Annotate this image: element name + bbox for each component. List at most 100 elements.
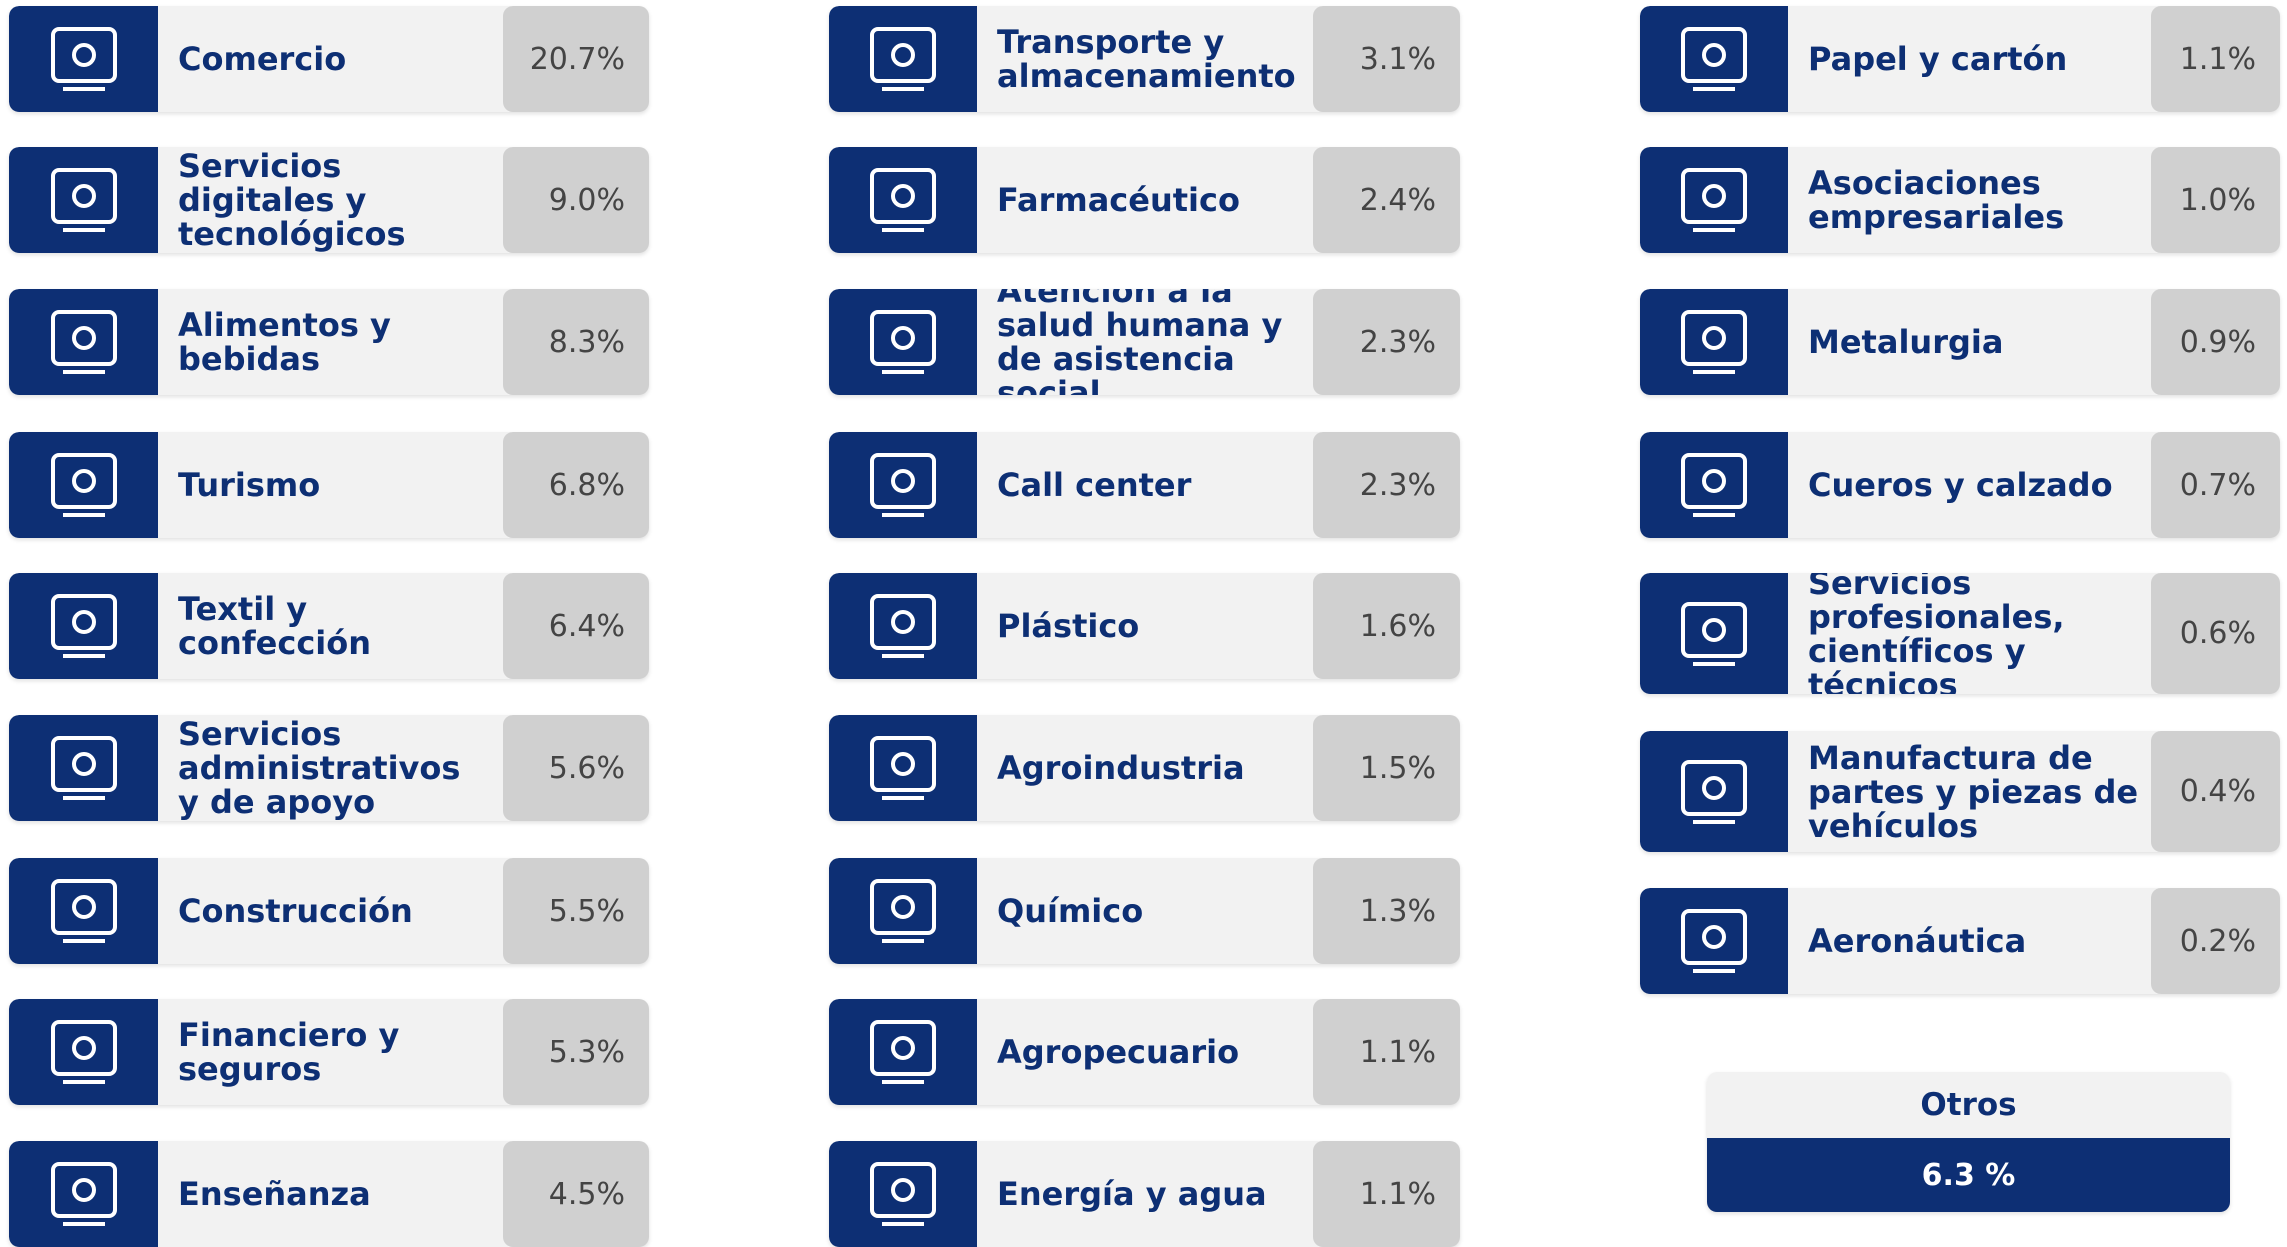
sector-card: Alimentos y bebidas 8.3%	[9, 289, 649, 395]
sector-value: 5.6%	[503, 715, 649, 821]
icon	[50, 1020, 117, 1084]
sector-icon	[1640, 147, 1788, 253]
sector-value: 9.0%	[503, 147, 649, 253]
icon	[870, 27, 936, 91]
sector-card: Servicios administrativos y de apoyo 5.6%	[9, 715, 649, 821]
icon	[870, 1020, 936, 1084]
sector-value: 6.4%	[503, 573, 649, 679]
icon	[50, 736, 117, 800]
sector-icon	[9, 289, 158, 395]
sector-card: Servicios digitales y tecnológicos 9.0%	[9, 147, 649, 253]
icon	[1681, 909, 1747, 973]
sector-label: Asociaciones empresariales	[1788, 147, 2159, 253]
sector-icon	[829, 6, 977, 112]
sector-value: 8.3%	[503, 289, 649, 395]
otros-card: Otros 6.3 %	[1707, 1072, 2230, 1212]
sector-value: 0.7%	[2151, 432, 2280, 538]
sector-value: 1.1%	[1313, 1141, 1460, 1247]
sector-card: Turismo 6.8%	[9, 432, 649, 538]
icon	[50, 27, 117, 91]
sector-label: Químico	[977, 858, 1321, 964]
icon	[1681, 601, 1747, 666]
sector-card: Comercio 20.7%	[9, 6, 649, 112]
sector-label: Turismo	[158, 432, 511, 538]
sector-icon	[1640, 888, 1788, 994]
icon	[50, 310, 117, 374]
sector-icon	[9, 858, 158, 964]
sector-card: Call center 2.3%	[829, 432, 1460, 538]
sector-card: Construcción 5.5%	[9, 858, 649, 964]
icon	[870, 310, 936, 374]
sector-label: Agropecuario	[977, 999, 1321, 1105]
sector-card: Químico 1.3%	[829, 858, 1460, 964]
sector-label: Metalurgia	[1788, 289, 2159, 395]
icon	[870, 879, 936, 943]
sector-label: Papel y cartón	[1788, 6, 2159, 112]
sector-value: 0.6%	[2151, 573, 2280, 694]
icon	[1681, 759, 1747, 824]
sector-icon	[1640, 6, 1788, 112]
sector-icon	[829, 573, 977, 679]
otros-value: 6.3 %	[1707, 1138, 2230, 1212]
sector-card: Servicios profesionales, científicos y t…	[1640, 573, 2280, 694]
sector-value: 0.4%	[2151, 731, 2280, 852]
sector-value: 1.1%	[2151, 6, 2280, 112]
sector-icon	[9, 573, 158, 679]
icon	[50, 594, 117, 658]
icon	[50, 453, 117, 517]
icon	[870, 594, 936, 658]
icon	[50, 879, 117, 943]
sector-value: 0.9%	[2151, 289, 2280, 395]
icon	[870, 453, 936, 517]
sector-label: Manufactura de partes y piezas de vehícu…	[1788, 731, 2159, 852]
sector-label: Financiero y seguros	[158, 999, 511, 1105]
sector-card: Energía y agua 1.1%	[829, 1141, 1460, 1247]
sector-card: Farmacéutico 2.4%	[829, 147, 1460, 253]
icon	[1681, 453, 1747, 517]
sector-label: Plástico	[977, 573, 1321, 679]
icon	[1681, 310, 1747, 374]
sector-card: Aeronáutica 0.2%	[1640, 888, 2280, 994]
sector-icon	[829, 715, 977, 821]
icon	[50, 1162, 117, 1226]
sector-label: Construcción	[158, 858, 511, 964]
sector-label: Agroindustria	[977, 715, 1321, 821]
sector-value: 1.6%	[1313, 573, 1460, 679]
sector-value: 3.1%	[1313, 6, 1460, 112]
sector-icon	[829, 289, 977, 395]
sector-card: Papel y cartón 1.1%	[1640, 6, 2280, 112]
sector-value: 1.5%	[1313, 715, 1460, 821]
sector-icon	[9, 6, 158, 112]
sector-icon	[829, 432, 977, 538]
icon	[50, 168, 117, 232]
sector-label: Energía y agua	[977, 1141, 1321, 1247]
sector-label: Servicios administrativos y de apoyo	[158, 715, 511, 821]
sector-card: Atención a la salud humana y de asistenc…	[829, 289, 1460, 395]
sector-value: 5.3%	[503, 999, 649, 1105]
sector-icon	[1640, 573, 1788, 694]
otros-label: Otros	[1707, 1072, 2230, 1138]
sector-card: Agroindustria 1.5%	[829, 715, 1460, 821]
sector-label: Servicios profesionales, científicos y t…	[1788, 573, 2159, 694]
sector-icon	[9, 999, 158, 1105]
sector-icon	[9, 1141, 158, 1247]
sector-card: Transporte y almacenamiento 3.1%	[829, 6, 1460, 112]
icon	[870, 736, 936, 800]
sector-icon	[1640, 432, 1788, 538]
sector-label: Call center	[977, 432, 1321, 538]
sector-value: 4.5%	[503, 1141, 649, 1247]
sector-label: Textil y confección	[158, 573, 511, 679]
sector-card: Cueros y calzado 0.7%	[1640, 432, 2280, 538]
sector-icon	[9, 715, 158, 821]
sector-icon	[9, 147, 158, 253]
sector-card: Enseñanza 4.5%	[9, 1141, 649, 1247]
sector-value: 20.7%	[503, 6, 649, 112]
icon	[870, 1162, 936, 1226]
icon	[870, 168, 936, 232]
sector-icon	[9, 432, 158, 538]
sector-icon	[829, 1141, 977, 1247]
sector-label: Cueros y calzado	[1788, 432, 2159, 538]
sector-icon	[829, 999, 977, 1105]
sector-value: 2.3%	[1313, 432, 1460, 538]
